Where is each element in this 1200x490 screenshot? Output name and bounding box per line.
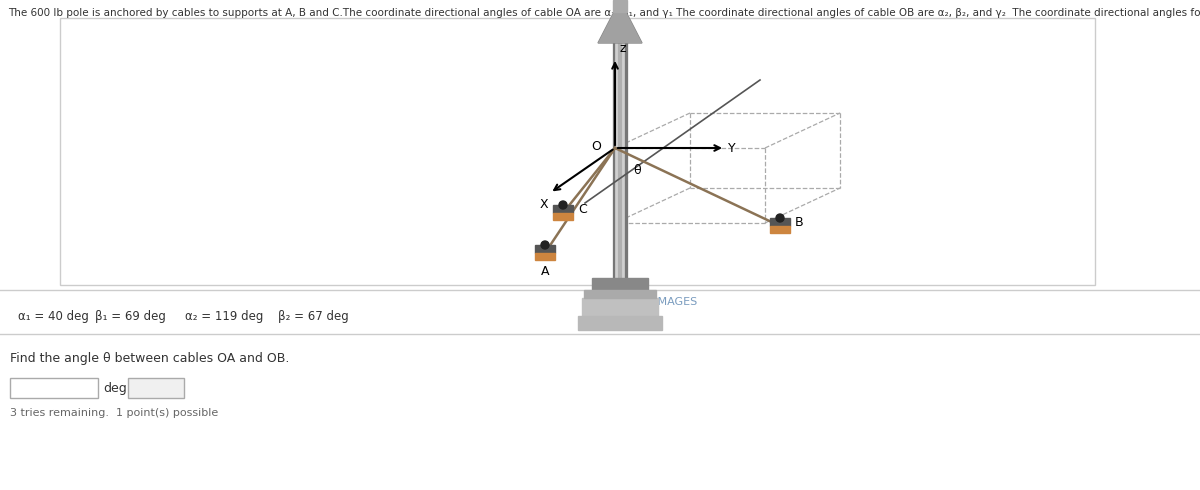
Bar: [613, 0, 628, 12]
Text: Find the angle θ between cables OA and OB.: Find the angle θ between cables OA and O…: [10, 352, 289, 365]
Circle shape: [776, 214, 784, 222]
Text: C: C: [578, 202, 587, 216]
Text: 3 tries remaining.  1 point(s) possible: 3 tries remaining. 1 point(s) possible: [10, 408, 218, 418]
Text: α₁ = 40 deg: α₁ = 40 deg: [18, 310, 89, 323]
Bar: [553, 213, 574, 220]
Bar: [770, 218, 790, 226]
Bar: [582, 298, 658, 316]
Text: The 600 lb pole is anchored by cables to supports at A, B and C.The coordinate d: The 600 lb pole is anchored by cables to…: [8, 8, 1200, 18]
Circle shape: [541, 241, 550, 249]
Text: B: B: [796, 216, 804, 228]
Bar: [553, 205, 574, 213]
Text: z: z: [619, 42, 625, 55]
Bar: [128, 378, 184, 398]
Circle shape: [559, 201, 568, 209]
Polygon shape: [598, 10, 642, 43]
Text: X: X: [540, 198, 548, 211]
Bar: [535, 245, 554, 253]
Text: β₂ = 67 deg: β₂ = 67 deg: [278, 310, 349, 323]
Bar: [10, 378, 98, 398]
Bar: [578, 316, 662, 330]
Bar: [535, 253, 554, 260]
Text: θ: θ: [634, 164, 641, 176]
Text: β₁ = 69 deg: β₁ = 69 deg: [95, 310, 166, 323]
Text: Y: Y: [728, 142, 736, 154]
Text: COLLAPSE IMAGES: COLLAPSE IMAGES: [593, 297, 697, 307]
Bar: [584, 290, 656, 298]
Polygon shape: [598, 10, 642, 43]
Text: A: A: [541, 265, 550, 278]
Bar: [592, 278, 648, 290]
Text: α₂ = 119 deg: α₂ = 119 deg: [185, 310, 263, 323]
Text: deg: deg: [103, 382, 127, 394]
Bar: [60, 18, 1096, 285]
Bar: [770, 226, 790, 233]
Text: ENTER: ENTER: [133, 382, 179, 394]
Text: O: O: [592, 140, 601, 152]
